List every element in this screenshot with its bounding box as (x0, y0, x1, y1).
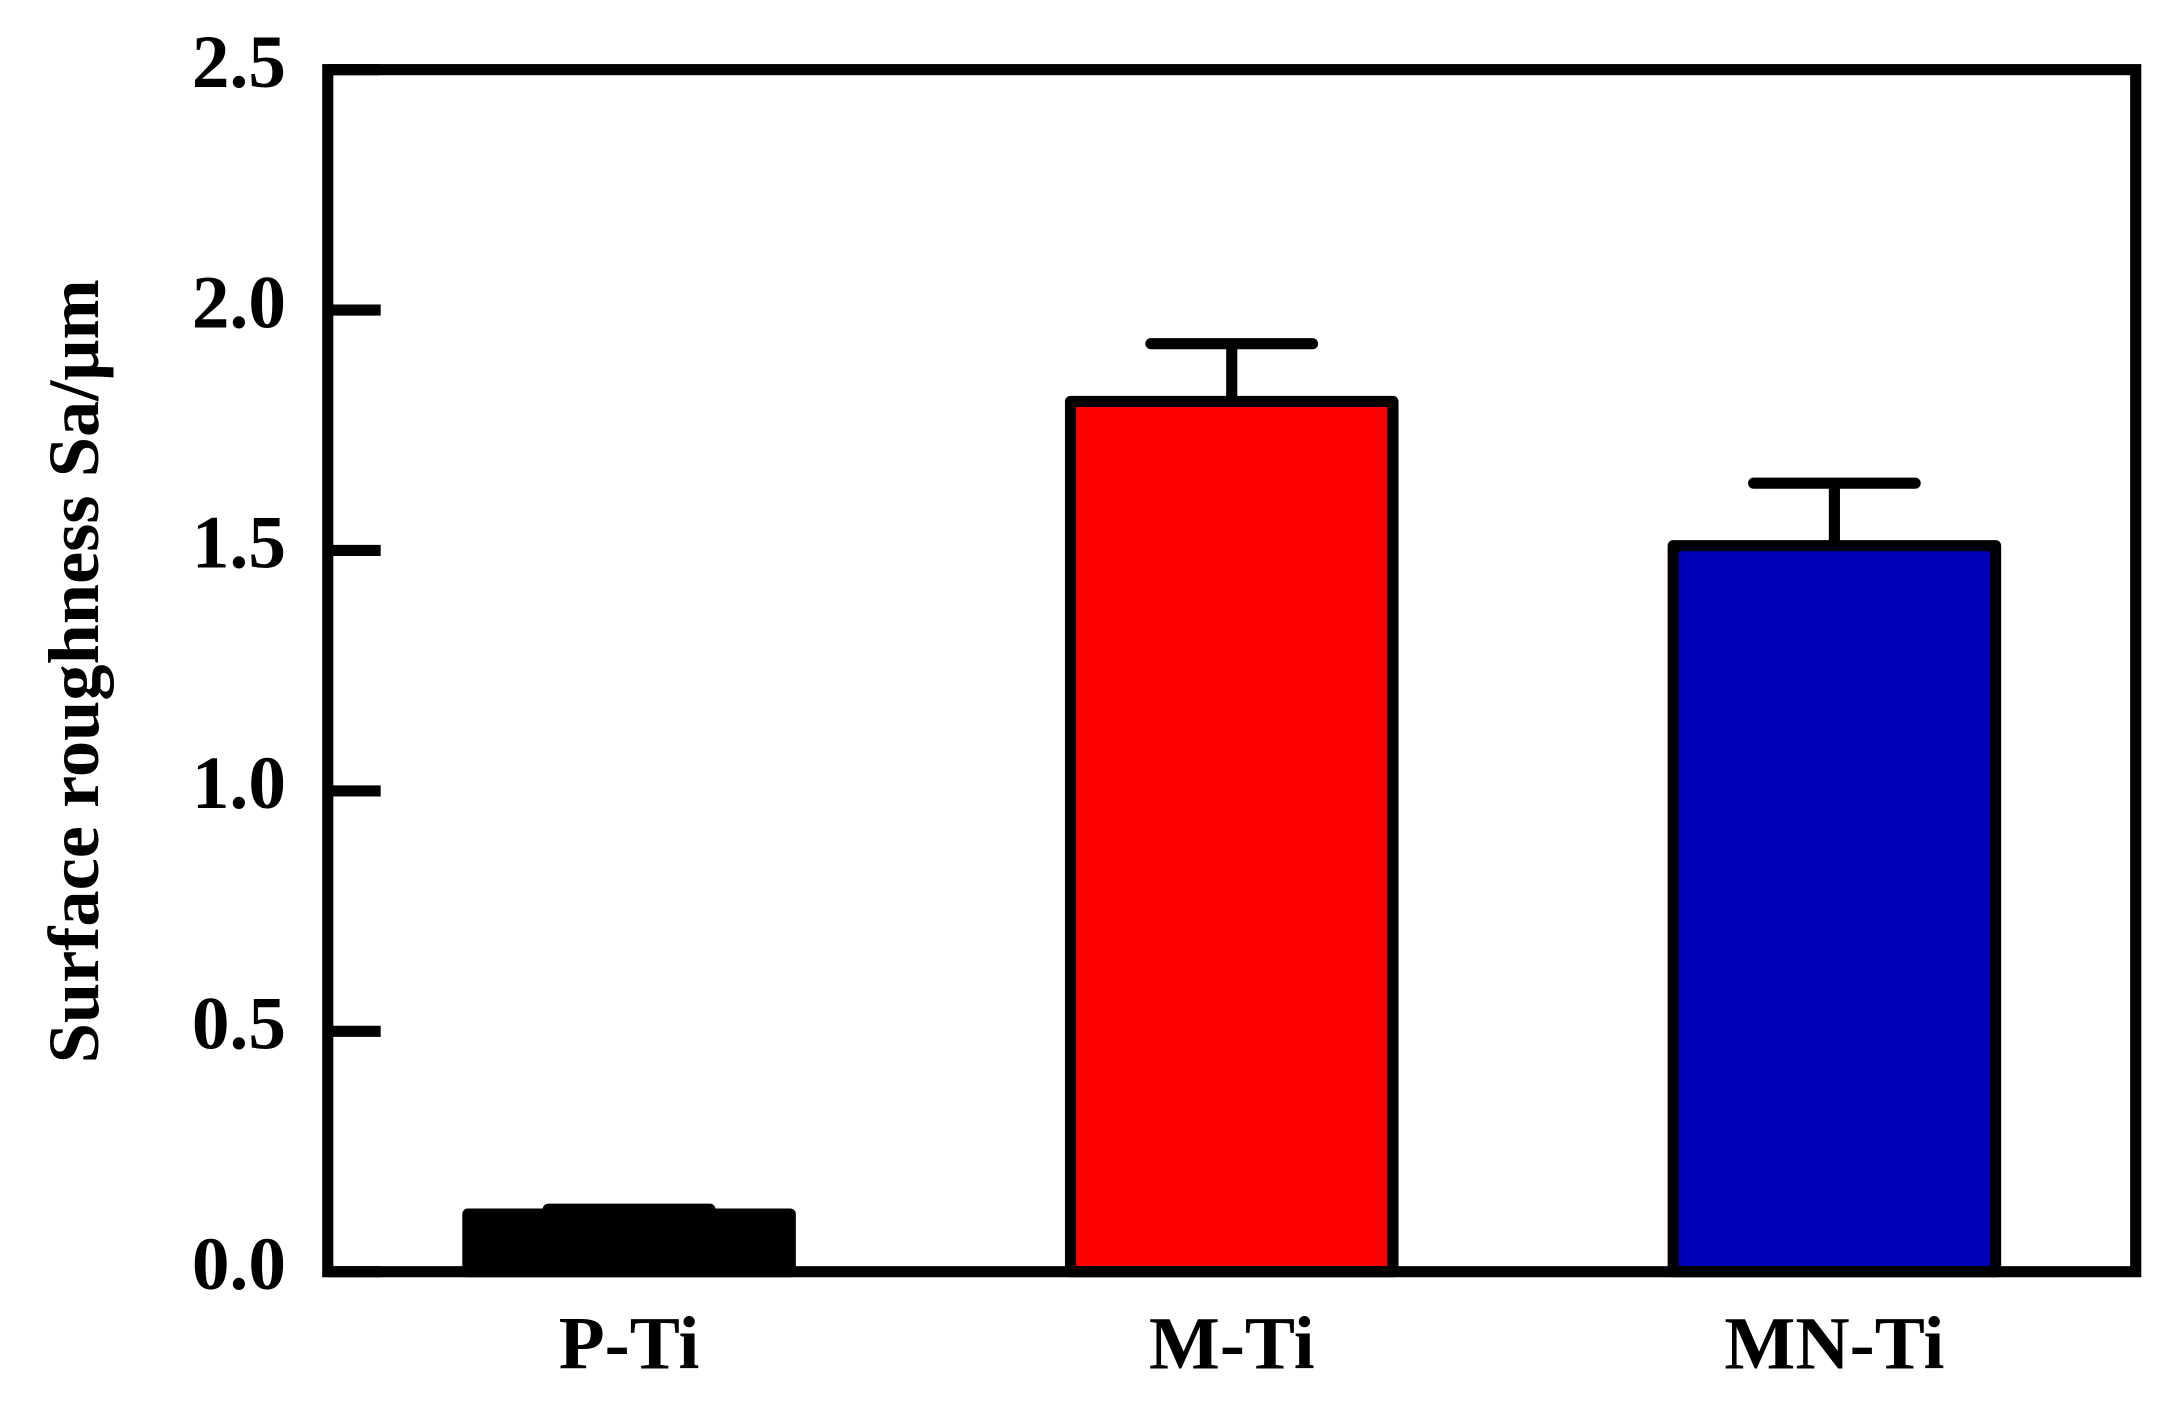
y-tick-label: 2.0 (192, 261, 286, 344)
x-tick-label: MN-Ti (1724, 1302, 1944, 1385)
y-tick-label: 0.0 (192, 1223, 286, 1306)
bar (1064, 395, 1399, 1278)
bar (462, 1208, 796, 1278)
x-tick-label: M-Ti (1149, 1302, 1315, 1385)
x-tick-label: P-Ti (559, 1302, 700, 1385)
bar (1667, 540, 2002, 1278)
y-tick-label: 2.5 (192, 21, 286, 104)
y-tick-label: 1.0 (192, 742, 286, 825)
y-axis-label: Surface roughness Sa/μm (33, 279, 114, 1063)
y-tick-label: 1.5 (192, 502, 286, 585)
plot-frame (322, 64, 2142, 1278)
y-tick-label: 0.5 (192, 983, 286, 1066)
